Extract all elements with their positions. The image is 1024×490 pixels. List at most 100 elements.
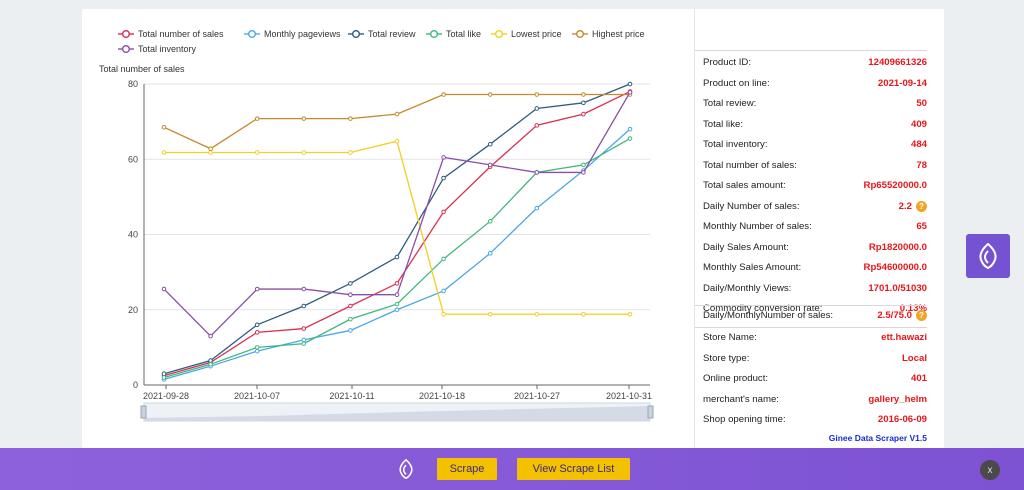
data-point (161, 375, 167, 380)
data-point (581, 100, 586, 106)
y-tick-label: 40 (128, 230, 138, 240)
data-point (487, 251, 493, 256)
info-value: 409 (911, 119, 927, 130)
y-axis-label: Total number of sales (99, 64, 185, 74)
data-point (208, 333, 213, 339)
data-point (441, 288, 446, 294)
info-value: 65 (916, 221, 927, 232)
divider (695, 50, 927, 51)
data-point (534, 311, 540, 317)
data-point (301, 150, 307, 155)
data-point (627, 81, 633, 87)
data-point (348, 281, 353, 286)
divider (695, 305, 927, 306)
data-point (487, 92, 493, 97)
data-point (394, 254, 400, 260)
legend-swatch-marker (495, 30, 504, 39)
y-tick-label: 80 (128, 79, 138, 89)
data-point (348, 292, 353, 298)
line-chart: Total number of sales Monthly pageviews To… (99, 29, 654, 422)
info-value: gallery_helm (868, 394, 927, 405)
info-value: 2.5/75.0? (877, 310, 927, 322)
data-point (301, 341, 307, 346)
info-row: Total like: 409 (703, 115, 927, 136)
data-point (441, 175, 446, 181)
data-point (394, 292, 400, 298)
info-value-text: 409 (910, 118, 927, 130)
ginee-side-button[interactable] (966, 234, 1010, 278)
info-value-text: 65 (916, 221, 927, 233)
data-point (534, 92, 540, 97)
y-tick-label: 20 (128, 305, 138, 315)
info-row: Total review: 50 (703, 94, 927, 115)
info-label: Total inventory: (703, 139, 768, 151)
view-scrape-list-button[interactable]: View Scrape List (517, 458, 630, 480)
info-label: Monthly Sales Amount: (703, 262, 802, 274)
data-point (161, 150, 167, 155)
ginee-logo-icon (979, 243, 997, 269)
info-label: Online product: (703, 373, 769, 385)
info-value-text: 12409661326 (868, 57, 927, 69)
data-point (581, 162, 586, 168)
info-label: Daily Sales Amount: (703, 241, 789, 253)
help-icon[interactable]: ? (916, 200, 927, 212)
info-value: Rp54600000.0 (864, 262, 927, 273)
data-point (161, 286, 167, 292)
data-point (581, 311, 586, 317)
series-line (163, 91, 631, 338)
x-tick-label: 2021-09-28 (143, 391, 189, 401)
info-value: Local (902, 353, 927, 364)
legend-swatch-marker (430, 30, 439, 39)
info-row: Store Name: ett.hawazi (703, 328, 927, 349)
y-tick-label: 0 (133, 380, 138, 390)
series-line (163, 128, 631, 380)
zoom-handle-left[interactable] (140, 405, 147, 419)
info-value: 2016-06-09 (878, 414, 927, 425)
data-point (394, 281, 400, 286)
data-point (348, 116, 353, 121)
data-point (301, 337, 307, 343)
info-row: Total inventory: 484 (703, 135, 927, 156)
legend-swatch-marker (247, 30, 256, 39)
info-label: Store type: (703, 352, 750, 364)
x-tick-label: 2021-10-27 (514, 391, 560, 401)
info-value-text: Local (901, 352, 927, 364)
info-row: Store type: Local (703, 349, 927, 370)
data-point (208, 362, 213, 367)
info-value-text: 1701.0/51030 (868, 282, 927, 294)
info-value: 12409661326 (868, 57, 927, 68)
info-row: Commodity conversion rate: 0.13% (703, 299, 927, 320)
data-point (581, 111, 586, 117)
zoom-handle-right[interactable] (647, 405, 654, 419)
info-value: 1701.0/51030 (868, 283, 927, 294)
data-point (534, 205, 540, 211)
info-label: Total number of sales: (703, 159, 797, 171)
data-point (581, 92, 586, 97)
data-point (161, 371, 167, 377)
info-label: Product on line: (703, 77, 770, 89)
legend-label: Total inventory (138, 44, 197, 54)
data-point (254, 116, 260, 121)
info-value: 78 (916, 160, 927, 171)
info-value-text: Rp65520000.0 (863, 180, 927, 192)
info-panel: Product ID: 12409661326 Product on line: 20… (694, 9, 945, 449)
close-icon[interactable]: x (980, 460, 1000, 480)
info-label: Daily/Monthly Views: (703, 282, 792, 294)
data-point (161, 124, 167, 130)
help-icon[interactable]: ? (916, 310, 927, 322)
scrape-button[interactable]: Scrape (437, 458, 497, 480)
info-label: Total like: (703, 118, 743, 130)
info-value-text: 401 (910, 373, 927, 385)
version-label: Ginee Data Scraper V1.5 (828, 433, 927, 443)
info-value-text: 2.2 (898, 200, 912, 212)
info-row: Product on line: 2021-09-14 (703, 74, 927, 95)
data-point (301, 326, 307, 331)
legend-label: Monthly pageviews (264, 29, 341, 39)
legend-swatch-marker (122, 30, 131, 39)
info-value: Rp65520000.0 (864, 180, 927, 191)
x-tick-label: 2021-10-18 (419, 391, 465, 401)
data-point (394, 307, 400, 313)
info-label: Total review: (703, 98, 757, 110)
data-point (441, 256, 446, 262)
info-value: 50 (916, 98, 927, 109)
